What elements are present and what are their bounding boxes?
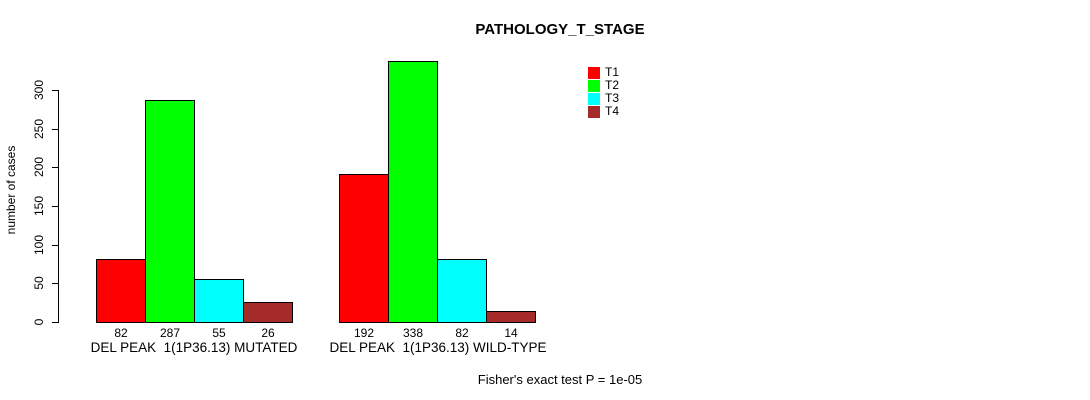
bar-t4-group1	[243, 302, 293, 323]
bar-t1-group2	[339, 174, 389, 323]
chart-title: PATHOLOGY_T_STAGE	[475, 21, 645, 38]
legend-row-t3: T3	[588, 92, 619, 105]
bar-value-t1-group1: 82	[114, 326, 128, 340]
bar-t2-group1	[145, 100, 195, 323]
y-tick-label-150: 150	[32, 195, 46, 217]
fisher-test-annotation: Fisher's exact test P = 1e-05	[477, 372, 643, 387]
bar-t1-group1	[96, 259, 146, 323]
bar-value-t2-group1: 287	[159, 326, 181, 340]
bar-value-t2-group2: 338	[402, 326, 424, 340]
bar-t3-group1	[194, 279, 244, 323]
y-tick-mark-0	[52, 322, 59, 323]
legend-label-t2: T2	[605, 78, 620, 92]
legend-swatch-t2	[588, 79, 600, 92]
y-tick-label-250: 250	[32, 118, 46, 140]
legend-row-t2: T2	[588, 79, 619, 92]
y-tick-label-300: 300	[32, 79, 46, 101]
legend-swatch-t4	[588, 105, 600, 118]
bar-t2-group2	[388, 61, 438, 323]
y-tick-mark-100	[52, 245, 59, 246]
bar-t4-group2	[486, 311, 536, 323]
bar-value-t3-group2: 82	[455, 326, 469, 340]
bar-value-t4-group1: 26	[261, 326, 275, 340]
legend-label-t3: T3	[605, 91, 620, 105]
y-tick-mark-250	[52, 129, 59, 130]
legend-label-t1: T1	[605, 65, 620, 79]
bar-value-t3-group1: 55	[212, 326, 226, 340]
legend-swatch-t1	[588, 66, 600, 79]
category-label-mutated: DEL PEAK 1(1P36.13) MUTATED	[90, 340, 298, 355]
y-tick-mark-200	[52, 167, 59, 168]
y-tick-mark-150	[52, 206, 59, 207]
bar-t3-group2	[437, 259, 487, 323]
legend: T1 T2 T3 T4	[588, 66, 619, 118]
y-tick-label-0: 0	[32, 318, 46, 326]
y-tick-label-100: 100	[32, 234, 46, 256]
legend-row-t4: T4	[588, 105, 619, 118]
y-tick-mark-50	[52, 283, 59, 284]
y-tick-label-200: 200	[32, 156, 46, 178]
bar-value-t1-group2: 192	[353, 326, 375, 340]
y-tick-label-50: 50	[32, 276, 46, 290]
legend-swatch-t3	[588, 92, 600, 105]
y-tick-mark-300	[52, 90, 59, 91]
bar-value-t4-group2: 14	[504, 326, 518, 340]
y-axis-label: number of cases	[4, 145, 18, 235]
category-label-wild-type: DEL PEAK 1(1P36.13) WILD-TYPE	[329, 340, 547, 355]
legend-row-t1: T1	[588, 66, 619, 79]
legend-label-t4: T4	[605, 104, 620, 118]
